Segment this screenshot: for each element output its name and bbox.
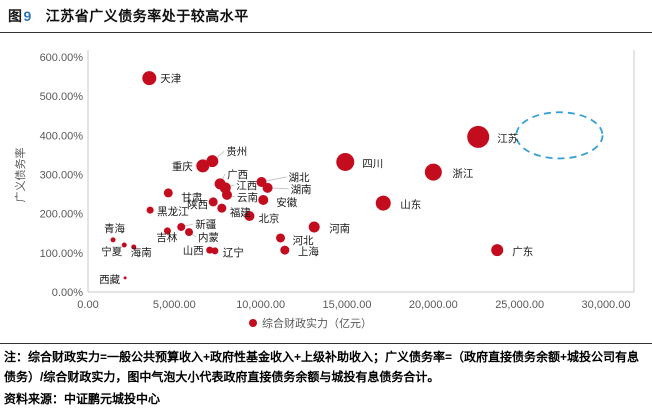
chart-bubble-青海 — [110, 237, 116, 243]
data-label: 甘肃 — [181, 191, 202, 204]
x-tick-label: 20,000.00 — [409, 299, 458, 311]
figure-label: 图 — [8, 8, 23, 24]
chart-bubble-西藏 — [123, 276, 127, 280]
data-label: 安徽 — [276, 196, 297, 209]
data-source: 资料来源：中证鹏元城投中心 — [4, 392, 161, 406]
y-tick-label: 400.00% — [40, 130, 84, 142]
data-label: 四川 — [362, 158, 383, 170]
top-divider — [0, 32, 652, 33]
data-label: 山东 — [400, 198, 421, 211]
data-label: 北京 — [258, 212, 279, 225]
chart-bubble-吉林 — [163, 227, 171, 235]
y-tick-label: 100.00% — [40, 248, 84, 260]
chart-bubble-宁夏 — [121, 242, 127, 248]
data-label: 青海 — [104, 222, 125, 235]
data-label: 陕西 — [187, 198, 208, 211]
x-tick-label: 0.00 — [77, 299, 98, 311]
figure-number: 9 — [23, 8, 32, 24]
y-axis-title: 广义债务率 — [13, 148, 27, 203]
data-label: 山西 — [183, 245, 204, 257]
figure-notes: 注：综合财政实力=一般公共预算收入+政府性基金收入+上级补助收入；广义债务率=（… — [4, 347, 648, 409]
chart-bubble-内蒙 — [185, 228, 194, 237]
figure-header: 图9 江苏省广义债务率处于较高水平 — [8, 6, 249, 26]
x-tick-label: 15,000.00 — [323, 299, 372, 311]
chart-bubble-四川 — [336, 152, 355, 171]
data-label: 辽宁 — [223, 246, 244, 259]
chart-canvas: 0.00% 100.00% 200.00% 300.00% 400.00% 500.00%… — [13, 50, 635, 330]
data-label: 江西 — [236, 180, 257, 192]
data-label: 浙江 — [452, 168, 473, 180]
data-label: 宁夏 — [101, 245, 122, 258]
x-tick-label: 5,000.00 — [153, 299, 196, 311]
chart-bubble-新疆 — [177, 222, 186, 231]
data-label: 云南 — [237, 191, 258, 204]
chart-bubble-浙江 — [424, 163, 442, 181]
data-label: 江苏 — [497, 132, 518, 145]
legend-label: 综合财政实力（亿元） — [262, 316, 372, 330]
data-label: 黑龙江 — [157, 205, 189, 218]
chart-bubble-上海 — [280, 245, 290, 255]
chart-bubble-湖南 — [262, 182, 273, 193]
data-label: 上海 — [298, 245, 319, 258]
y-tick-label: 600.00% — [40, 52, 84, 64]
data-label: 河北 — [293, 235, 314, 247]
bottom-divider — [0, 343, 652, 344]
chart-bubble-贵州 — [206, 155, 219, 168]
data-label: 天津 — [160, 73, 181, 85]
chart-bubble-河北 — [276, 233, 286, 243]
data-label: 河南 — [329, 222, 350, 235]
chart-bubble-河南 — [308, 221, 320, 233]
chart-bubble-山东 — [375, 195, 391, 211]
data-label: 西藏 — [99, 274, 120, 286]
data-label: 新疆 — [195, 218, 216, 231]
data-label: 福建 — [230, 206, 251, 219]
chart-bubble-海南 — [131, 244, 137, 250]
legend-marker — [249, 319, 257, 327]
chart-bubble-陕西 — [208, 197, 218, 207]
chart-bubble-黑龙江 — [146, 206, 154, 214]
chart-bubble-辽宁 — [211, 247, 219, 255]
chart-bubble-山西 — [206, 246, 214, 254]
y-tick-label: 200.00% — [40, 209, 84, 221]
data-label: 内蒙 — [198, 231, 219, 244]
y-tick-label: 300.00% — [40, 170, 84, 182]
figure-title: 江苏省广义债务率处于较高水平 — [45, 8, 249, 24]
chart-bubble-北京 — [244, 211, 255, 222]
data-label: 广东 — [512, 245, 533, 258]
chart-bubble-江苏 — [467, 125, 490, 148]
data-label: 广西 — [227, 169, 248, 181]
data-label: 贵州 — [226, 145, 247, 158]
y-tick-label: 500.00% — [40, 91, 84, 103]
data-label: 湖南 — [291, 183, 312, 196]
chart-bubble-天津 — [142, 71, 157, 86]
chart-footnote: 注：综合财政实力=一般公共预算收入+政府性基金收入+上级补助收入；广义债务率=（… — [4, 350, 640, 384]
chart-bubble-甘肃 — [163, 188, 173, 198]
data-label: 海南 — [131, 246, 152, 259]
chart-bubble-广东 — [491, 244, 504, 257]
x-tick-label: 30,000.00 — [582, 299, 631, 311]
x-tick-label: 25,000.00 — [495, 299, 544, 311]
chart-bubble-重庆 — [196, 159, 210, 173]
data-label: 重庆 — [172, 160, 193, 173]
y-tick-label: 0.00% — [52, 287, 83, 299]
chart-bubble-安徽 — [258, 194, 269, 205]
chart-bubble-云南 — [221, 189, 232, 200]
data-label: 湖北 — [289, 172, 310, 184]
data-label: 吉林 — [156, 231, 177, 244]
chart-bubble-福建 — [217, 203, 227, 213]
highlight-ellipse — [515, 111, 604, 160]
x-tick-label: 10,000.00 — [236, 299, 285, 311]
bubble-chart: 0.00% 100.00% 200.00% 300.00% 400.00% 500.00%… — [0, 40, 652, 340]
